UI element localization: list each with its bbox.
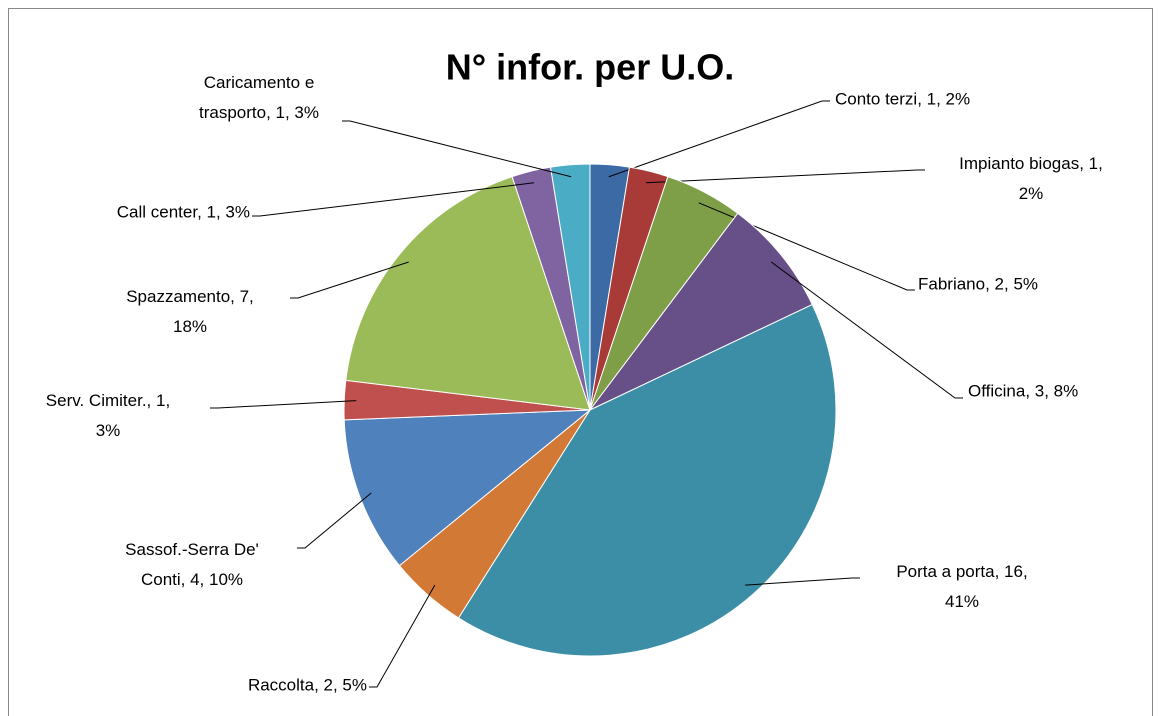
leader-line: [770, 261, 963, 399]
leader-line: [698, 202, 915, 291]
chart-title: N° infor. per U.O.: [446, 47, 734, 88]
data-label: Conto terzi, 1, 2%: [835, 89, 970, 108]
pie-slice: [345, 176, 591, 411]
leader-line: [608, 100, 830, 178]
data-label: Serv. Cimiter., 1, 3%: [46, 391, 170, 440]
pie-slice: [457, 303, 837, 657]
leader-line: [342, 120, 572, 178]
data-label: Officina, 3, 8%: [968, 381, 1078, 400]
leader-line: [297, 492, 372, 549]
pie-slice: [549, 163, 591, 411]
data-label: Caricamento e trasporto, 1, 3%: [199, 73, 319, 122]
data-label: Raccolta, 2, 5%: [248, 675, 367, 694]
data-label: Impianto biogas, 1, 2%: [959, 154, 1103, 203]
leader-line: [210, 400, 357, 409]
data-label: Call center, 1, 3%: [117, 202, 250, 221]
data-label: Sassof.-Serra De' Conti, 4, 10%: [125, 540, 259, 589]
leader-line: [745, 577, 860, 586]
chart-frame: [8, 8, 1153, 716]
data-label: Fabriano, 2, 5%: [918, 274, 1038, 293]
pie-slice: [589, 212, 813, 411]
leader-line: [369, 584, 436, 688]
leader-line: [645, 169, 925, 184]
data-label: Spazzamento, 7, 18%: [126, 287, 254, 336]
leader-line: [252, 182, 535, 217]
leader-line: [290, 261, 409, 299]
data-label: Porta a porta, 16, 41%: [896, 562, 1027, 611]
pie-slice: [343, 409, 592, 567]
